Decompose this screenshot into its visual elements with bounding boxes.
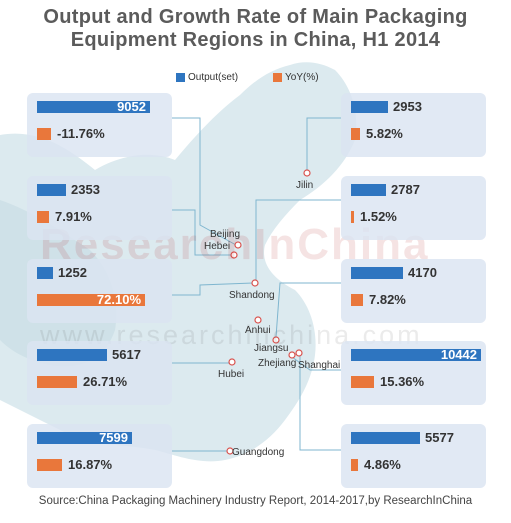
output-label: 2787 <box>391 182 420 197</box>
yoy-label: 7.91% <box>55 209 92 224</box>
legend: Output(set) YoY(%) <box>176 72 319 83</box>
city-dot <box>295 349 303 357</box>
chart-title-line-1: Output and Growth Rate of Main Packaging <box>43 6 468 28</box>
region-card: 2353 7.91% <box>27 176 172 240</box>
connector-line <box>299 356 341 451</box>
output-bar <box>37 349 107 361</box>
legend-item-yoy: YoY(%) <box>273 72 319 83</box>
region-card: 2953 5.82% <box>341 93 486 157</box>
legend-swatch-yoy <box>273 73 283 82</box>
yoy-bar <box>37 128 51 140</box>
output-bar <box>37 101 150 113</box>
region-card: 5617 26.71% <box>27 341 172 405</box>
connector-line <box>172 209 233 256</box>
city-label: Zhejiang <box>258 358 297 369</box>
city-dot <box>288 351 296 359</box>
chart-title: Output and Growth Rate of Main Packaging… <box>0 6 511 52</box>
connector-line <box>255 199 341 280</box>
output-label: 5617 <box>112 347 141 362</box>
city-dot <box>226 447 234 455</box>
region-card: 7599 16.87% <box>27 424 172 488</box>
output-bar <box>351 184 386 196</box>
legend-label-output: Output(set) <box>188 72 239 83</box>
yoy-label: 1.52% <box>360 209 397 224</box>
connector-line <box>172 282 254 296</box>
output-label: 1252 <box>58 265 87 280</box>
connector-line <box>306 117 341 170</box>
yoy-bar <box>351 376 374 388</box>
yoy-bar <box>37 294 145 306</box>
yoy-label: 5.82% <box>366 126 403 141</box>
yoy-label: -11.76% <box>57 126 105 141</box>
region-card: 1252 72.10% <box>27 259 172 323</box>
legend-item-output: Output(set) <box>176 72 238 83</box>
connector-line <box>172 117 237 246</box>
yoy-bar <box>351 211 354 223</box>
connector-line <box>275 282 341 338</box>
output-bar <box>37 184 66 196</box>
output-label: 5577 <box>425 430 454 445</box>
region-card: 4170 7.82% <box>341 259 486 323</box>
city-dot <box>230 251 238 259</box>
city-dot <box>254 316 262 324</box>
city-label: Beijing <box>210 229 241 240</box>
region-card: 10442 15.36% <box>341 341 486 405</box>
yoy-bar <box>37 459 62 471</box>
city-label: Jilin <box>296 180 314 191</box>
output-label: 2353 <box>71 182 100 197</box>
region-card: 5577 4.86% <box>341 424 486 488</box>
output-label: 7599 <box>99 430 128 445</box>
city-label: Hebei <box>204 241 231 252</box>
chart-title-line-2: Equipment Regions in China, H1 2014 <box>70 29 441 51</box>
city-label: Guangdong <box>232 447 285 458</box>
legend-swatch-output <box>176 73 185 82</box>
city-dots <box>226 169 311 455</box>
city-label: Hubei <box>218 369 245 380</box>
yoy-label: 4.86% <box>364 457 401 472</box>
output-label: 9052 <box>117 99 146 114</box>
output-label: 2953 <box>393 99 422 114</box>
legend-label-yoy: YoY(%) <box>285 72 319 83</box>
source-note: Source:China Packaging Machinery Industr… <box>38 495 473 507</box>
yoy-bar <box>37 211 49 223</box>
city-dot <box>234 241 242 249</box>
output-label: 4170 <box>408 265 437 280</box>
output-bar <box>351 432 420 444</box>
city-dot <box>251 279 259 287</box>
yoy-bar <box>351 459 358 471</box>
connector-line <box>291 356 341 371</box>
yoy-bar <box>351 294 363 306</box>
city-dot <box>272 336 280 344</box>
city-label: Anhui <box>245 325 271 336</box>
yoy-bar <box>37 376 77 388</box>
yoy-label: 26.71% <box>83 374 128 389</box>
output-label: 10442 <box>440 347 477 362</box>
region-card: 2787 1.52% <box>341 176 486 240</box>
yoy-label: 7.82% <box>369 292 406 307</box>
city-label: Shanghai <box>298 360 341 371</box>
city-dot <box>228 358 236 366</box>
output-bar <box>351 349 481 361</box>
city-dot <box>303 169 311 177</box>
yoy-label: 72.10% <box>96 292 141 307</box>
yoy-bar <box>351 128 360 140</box>
output-bar <box>351 101 388 113</box>
yoy-label: 16.87% <box>68 457 113 472</box>
yoy-label: 15.36% <box>380 374 425 389</box>
output-bar <box>37 432 132 444</box>
city-label: Jiangsu <box>254 343 289 354</box>
output-bar <box>351 267 403 279</box>
output-bar <box>37 267 53 279</box>
city-label: Shandong <box>229 290 275 301</box>
region-card: 9052 -11.76% <box>27 93 172 157</box>
connector-lines <box>172 117 341 452</box>
